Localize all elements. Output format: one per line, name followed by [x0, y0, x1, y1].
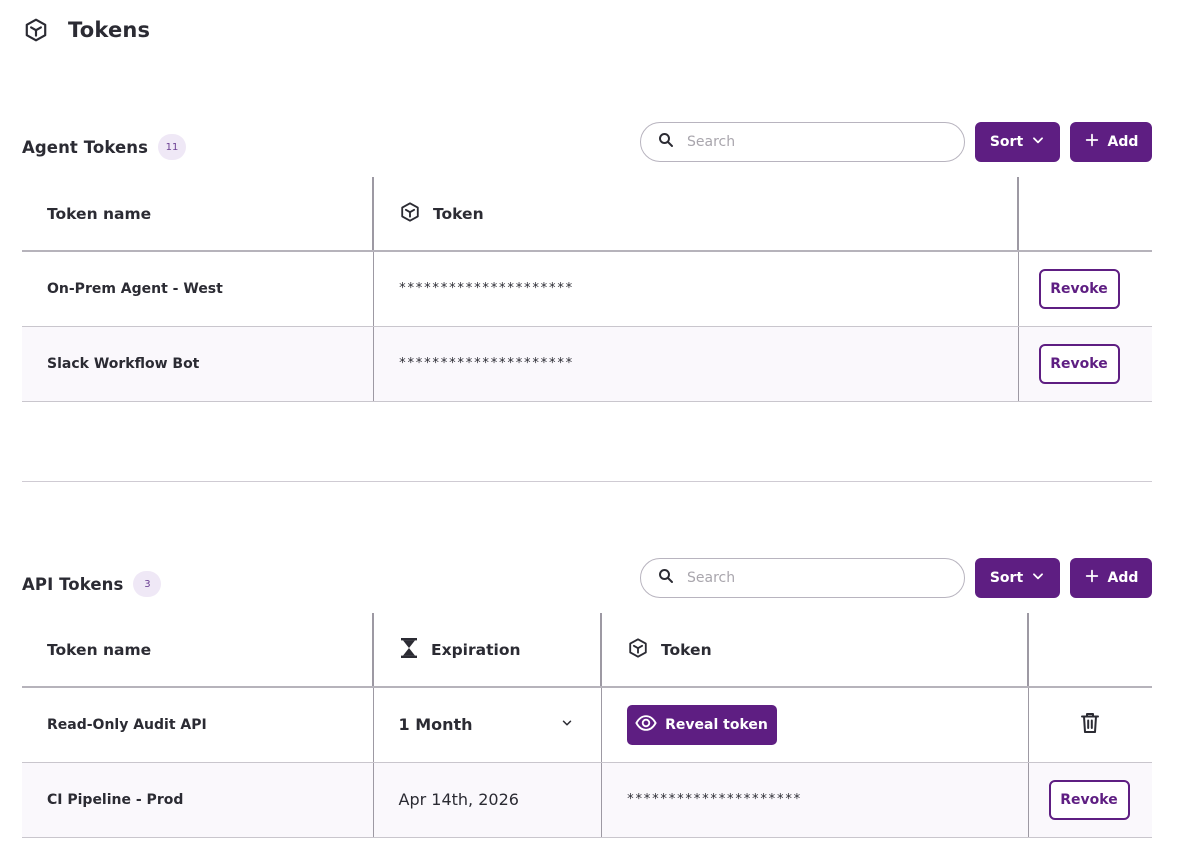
actions-cell: [1028, 687, 1152, 763]
add-label: Add: [1107, 570, 1139, 586]
token-name-cell: Slack Workflow Bot: [22, 326, 374, 402]
chevron-down-icon: [560, 715, 574, 734]
plus-icon: [1084, 132, 1100, 152]
column-header-expiration: Expiration: [373, 613, 602, 688]
sort-label: Sort: [989, 134, 1024, 150]
agent-tokens-header: Agent Tokens 11: [22, 134, 187, 160]
actions-cell: Revoke: [1018, 326, 1152, 402]
token-name-cell: Read-Only Audit API: [22, 687, 374, 763]
api-tokens-header: API Tokens 3: [22, 571, 162, 597]
page-title: Tokens: [68, 18, 151, 42]
hourglass-icon: [399, 637, 419, 663]
sort-button[interactable]: Sort: [975, 558, 1060, 598]
token-cell: Reveal token: [601, 687, 1029, 763]
column-header-token: Token: [601, 613, 1029, 688]
add-button[interactable]: Add: [1070, 122, 1152, 162]
section-title: API Tokens: [22, 574, 124, 594]
token-mask-cell: *********************: [373, 251, 1019, 327]
plus-icon: [1084, 568, 1100, 588]
column-label: Token name: [47, 640, 152, 659]
expiration-cell: 1 Month: [373, 687, 602, 763]
table-row: Read-Only Audit API 1 Month Reveal: [22, 687, 1152, 763]
revoke-button[interactable]: Revoke: [1038, 268, 1120, 309]
chevron-down-icon: [1031, 133, 1045, 151]
table-row: CI Pipeline - Prod Apr 14th, 2026 ******…: [22, 762, 1152, 838]
column-header-actions: [1018, 177, 1152, 252]
reveal-token-button[interactable]: Reveal token: [626, 704, 777, 745]
chevron-down-icon: [1031, 569, 1045, 587]
expiration-cell: Apr 14th, 2026: [373, 762, 602, 838]
search-input[interactable]: [687, 134, 927, 150]
eye-icon: [635, 714, 657, 736]
column-header-token: Token: [373, 177, 1019, 252]
revoke-button[interactable]: Revoke: [1048, 779, 1130, 820]
table-row: On-Prem Agent - West *******************…: [22, 251, 1152, 327]
token-name-cell: On-Prem Agent - West: [22, 251, 374, 327]
column-label: Expiration: [431, 640, 521, 659]
expiration-value: 1 Month: [398, 715, 473, 735]
api-tokens-table: Token name Expiration Token: [22, 613, 1152, 838]
cube-icon: [627, 637, 649, 663]
add-label: Add: [1107, 134, 1139, 150]
sort-label: Sort: [989, 570, 1024, 586]
agent-tokens-controls: Sort Add: [640, 122, 1152, 162]
table-header-row: Token name Expiration Token: [22, 613, 1152, 688]
api-tokens-controls: Sort Add: [640, 558, 1152, 598]
count-badge: 11: [158, 134, 187, 160]
sort-button[interactable]: Sort: [975, 122, 1060, 162]
trash-icon[interactable]: [1080, 712, 1100, 738]
search-box[interactable]: [640, 558, 965, 598]
column-label: Token name: [47, 204, 152, 223]
search-box[interactable]: [640, 122, 965, 162]
cube-icon: [22, 16, 50, 44]
token-mask-cell: *********************: [373, 326, 1019, 402]
table-row: Slack Workflow Bot *********************…: [22, 326, 1152, 402]
token-mask-cell: *********************: [601, 762, 1029, 838]
actions-cell: Revoke: [1018, 251, 1152, 327]
expiration-select[interactable]: 1 Month: [399, 715, 574, 734]
cube-icon: [399, 201, 421, 227]
revoke-button[interactable]: Revoke: [1038, 343, 1120, 384]
search-input[interactable]: [687, 570, 927, 586]
page-header: Tokens: [22, 14, 150, 46]
count-badge: 3: [133, 571, 162, 597]
token-name-cell: CI Pipeline - Prod: [22, 762, 374, 838]
table-header-row: Token name Token: [22, 177, 1152, 252]
section-divider: [22, 481, 1152, 482]
add-button[interactable]: Add: [1070, 558, 1152, 598]
column-label: Token: [433, 204, 484, 223]
column-label: Token: [661, 640, 712, 659]
actions-cell: Revoke: [1028, 762, 1152, 838]
reveal-label: Reveal token: [665, 716, 768, 733]
search-icon: [657, 567, 675, 589]
column-header-token-name: Token name: [22, 613, 374, 688]
column-header-actions: [1028, 613, 1152, 688]
agent-tokens-table: Token name Token On-Prem Agent - West **…: [22, 177, 1152, 402]
section-title: Agent Tokens: [22, 137, 149, 157]
column-header-token-name: Token name: [22, 177, 374, 252]
search-icon: [657, 131, 675, 153]
